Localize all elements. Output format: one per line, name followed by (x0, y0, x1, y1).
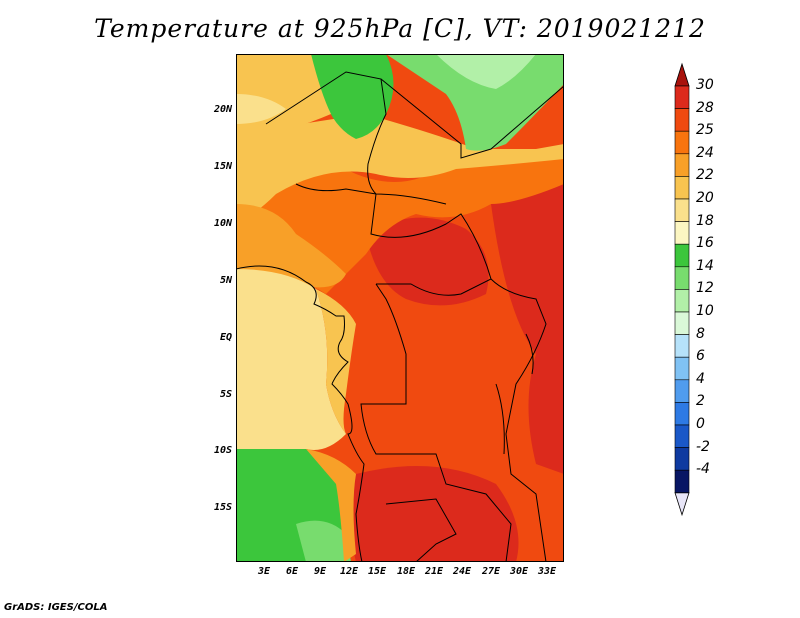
colorbar-tick-label: 12 (696, 280, 714, 297)
colorbar-tick-label: 8 (696, 325, 705, 342)
lon-label-21e: 21E (424, 566, 444, 577)
field-core-east (491, 184, 564, 474)
colorbar-segment (674, 311, 690, 335)
colorbar-segment (674, 289, 690, 313)
colorbar-tick-label: 10 (696, 303, 714, 319)
field-amber-north (236, 114, 564, 224)
colorbar-tick-label: 4 (696, 370, 705, 387)
lon-label-15e: 15E (367, 566, 387, 577)
colorbar-segment (674, 130, 690, 155)
colorbar-segment (674, 221, 690, 245)
colorbar-segment (674, 85, 690, 109)
colorbar-tick-label: 30 (696, 77, 714, 93)
colorbar-tick-label: 0 (696, 416, 705, 432)
colorbar-segment (674, 198, 690, 222)
border-north-2 (380, 78, 564, 159)
lon-label-3e: 3E (257, 566, 271, 577)
border-congo (360, 283, 512, 562)
lon-label-18e: 18E (396, 566, 416, 577)
colorbar-tick-label: 2 (696, 393, 705, 410)
field-pale-northwest (236, 94, 286, 124)
colorbar-segment (674, 469, 690, 494)
colorbar-bottom-arrow (674, 492, 690, 517)
lon-label-12e: 12E (339, 566, 359, 577)
colorbar-segment (674, 243, 690, 268)
chart-title: Temperature at 925hPa [C], VT: 201902121… (94, 14, 706, 43)
field-green-north (311, 54, 394, 139)
colorbar-tick-label: 24 (696, 144, 714, 161)
field-lightgreen-southwest (296, 520, 351, 562)
field-amber-coast (316, 289, 356, 434)
border-central-2 (295, 183, 447, 205)
field-core-south (351, 466, 519, 562)
colorbar-tick-label: 16 (696, 235, 714, 252)
coastline-west (236, 265, 365, 562)
lat-label-15n: 15N (213, 161, 232, 172)
colorbar-tick-label: 18 (696, 212, 714, 229)
colorbar-segment (674, 402, 690, 426)
field-amber-southwest (306, 449, 356, 562)
colorbar-tick-label: 6 (696, 348, 705, 365)
border-north-1 (265, 71, 387, 195)
border-south (385, 498, 457, 562)
field-pale-west (236, 269, 346, 450)
colorbar-tick-label: 20 (696, 190, 714, 206)
lat-label-5s: 5S (219, 389, 232, 400)
lat-label-20n: 20N (213, 104, 232, 115)
lon-label-6e: 6E (285, 566, 299, 577)
colorbar-segment (674, 356, 690, 381)
colorbar-segment (674, 447, 690, 471)
lon-label-9e: 9E (313, 566, 327, 577)
colorbar (674, 62, 690, 517)
border-lake (495, 333, 534, 455)
lat-label-15s: 15S (213, 502, 232, 513)
colorbar-tick-label: 28 (696, 99, 714, 116)
colorbar-segment (674, 266, 690, 290)
colorbar-segment (674, 334, 690, 358)
border-east (490, 278, 547, 562)
colorbar-tick-label: -2 (696, 438, 710, 455)
colorbar-top-arrow (674, 62, 690, 87)
field-core-north (366, 217, 489, 306)
colorbar-tick-label: 25 (696, 122, 714, 139)
colorbar-tick-label: -4 (696, 461, 710, 478)
colorbar-segment (674, 379, 690, 403)
colorbar-tick-label: 14 (696, 257, 714, 274)
colorbar-segment (674, 153, 690, 177)
colorbar-tick-label: 22 (696, 167, 714, 184)
colorbar-segment (674, 108, 690, 132)
lat-label-10n: 10N (213, 218, 232, 229)
lat-label-10s: 10S (213, 445, 232, 456)
field-palegreen-north (436, 54, 536, 89)
lon-label-30e: 30E (509, 566, 529, 577)
credit-text: GrADS: IGES/COLA (4, 602, 108, 613)
lat-label-eq: EQ (219, 332, 232, 343)
lon-label-24e: 24E (452, 566, 472, 577)
colorbar-segment (674, 176, 690, 200)
field-lightgreen-north (386, 54, 564, 151)
border-central-1 (370, 193, 492, 296)
colorbar-segment (674, 424, 690, 448)
lon-label-33e: 33E (537, 566, 557, 577)
lat-label-5n: 5N (219, 275, 232, 286)
lon-label-27e: 27E (481, 566, 501, 577)
temperature-map (236, 54, 564, 562)
